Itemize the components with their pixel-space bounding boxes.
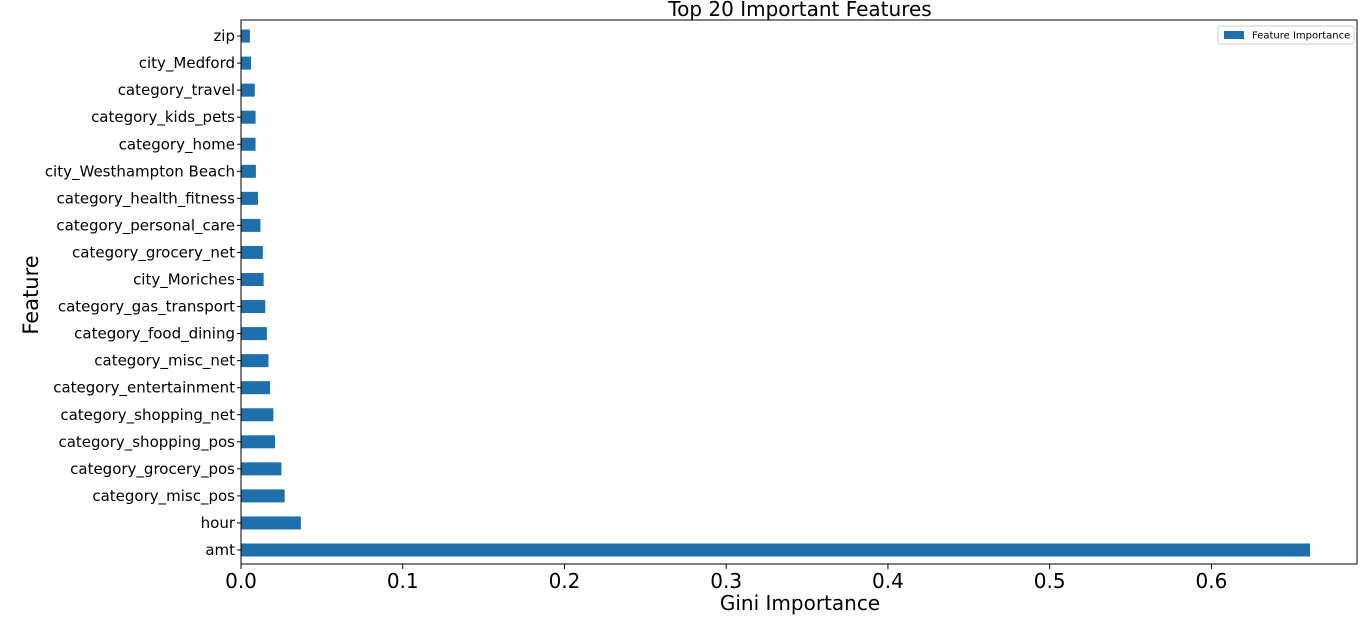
- legend-box: [1217, 25, 1355, 45]
- bar-category_shopping_pos: [241, 435, 275, 449]
- bar-category_health_fitness: [241, 191, 258, 205]
- bar-category_shopping_net: [241, 408, 274, 422]
- x-tick-label: 0.1: [387, 569, 419, 593]
- y-tick-label: category_grocery_pos: [70, 460, 235, 479]
- bar-category_food_dining: [241, 327, 267, 341]
- bar-amt: [241, 543, 1311, 557]
- bar-category_personal_care: [241, 218, 261, 232]
- y-tick-label: category_health_fitness: [57, 189, 236, 208]
- y-tick-label: category_home: [119, 135, 235, 154]
- y-tick-label: category_food_dining: [74, 325, 235, 344]
- y-tick-label: category_entertainment: [53, 379, 235, 398]
- bar-category_grocery_pos: [241, 462, 282, 476]
- y-tick-label: category_misc_pos: [92, 487, 235, 506]
- x-tick-label: 0.2: [549, 569, 581, 593]
- y-tick-label: city_Westhampton Beach: [45, 162, 235, 181]
- y-tick-label: category_gas_transport: [58, 298, 235, 317]
- y-tick-label: hour: [201, 514, 236, 532]
- x-tick-label: 0.6: [1196, 569, 1228, 593]
- y-tick-label: category_misc_net: [94, 352, 235, 371]
- y-tick-label: city_Moriches: [133, 271, 235, 290]
- y-tick-label: category_travel: [118, 81, 235, 100]
- y-tick-label: category_personal_care: [56, 216, 235, 235]
- bar-city_westhampton-beach: [241, 164, 256, 178]
- bars-group: [241, 29, 1311, 557]
- y-tick-label: category_grocery_net: [72, 243, 235, 262]
- chart-title: Top 20 Important Features: [667, 0, 931, 21]
- plot-frame: [240, 19, 1358, 565]
- bar-category_misc_pos: [241, 489, 285, 503]
- legend-swatch: [1224, 31, 1244, 39]
- bar-category_kids_pets: [241, 110, 256, 124]
- bar-zip: [241, 29, 250, 43]
- x-tick-label: 0.4: [872, 569, 904, 593]
- y-axis-ticks: amt hour category_misc_pos category_grocery…: [45, 27, 241, 559]
- bar-category_grocery_net: [241, 245, 263, 259]
- x-tick-label: 0.0: [225, 569, 257, 593]
- legend-label: Feature Importance: [1252, 31, 1350, 42]
- bar-hour: [241, 516, 301, 530]
- bar-category_entertainment: [241, 381, 271, 395]
- y-tick-label: amt: [205, 541, 235, 559]
- bar-category_gas_transport: [241, 300, 266, 314]
- x-tick-label: 0.3: [710, 569, 742, 593]
- x-axis-ticks: 0.0 0.1 0.2 0.3 0.4 0.5 0.6: [225, 564, 1227, 593]
- bar-category_misc_net: [241, 354, 269, 368]
- y-tick-label: city_Medford: [139, 54, 235, 73]
- y-tick-label: category_shopping_net: [60, 406, 235, 425]
- bar-city_medford: [241, 56, 252, 70]
- bar-category_home: [241, 137, 256, 151]
- x-axis-label: Gini Importance: [720, 591, 880, 615]
- y-tick-label: category_kids_pets: [91, 108, 235, 127]
- y-tick-label: zip: [213, 27, 235, 45]
- bar-category_travel: [241, 83, 255, 97]
- y-tick-label: category_shopping_pos: [58, 433, 235, 452]
- x-tick-label: 0.5: [1034, 569, 1066, 593]
- legend: Feature Importance: [1217, 25, 1355, 45]
- bar-city_moriches: [241, 273, 264, 286]
- y-axis-label: Feature: [19, 255, 43, 334]
